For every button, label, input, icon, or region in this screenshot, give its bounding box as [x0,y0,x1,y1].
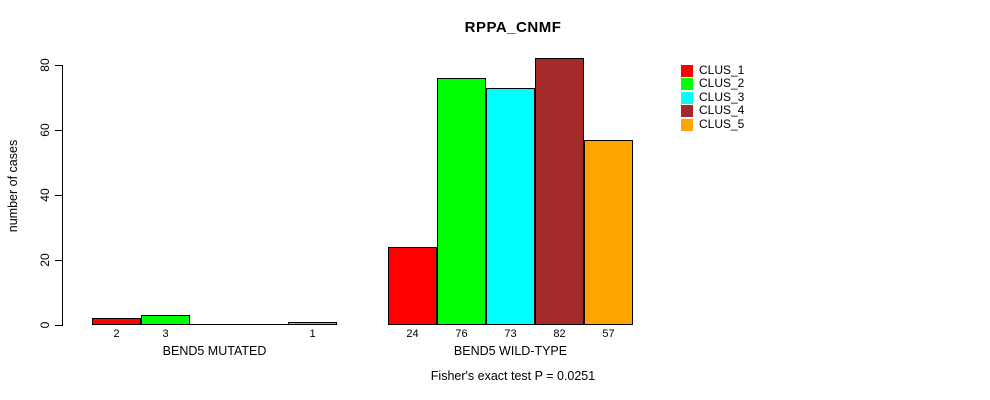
bar [535,58,584,325]
y-tick [55,194,62,196]
y-tick [55,64,62,66]
y-tick [55,129,62,131]
bar-value-label: 76 [455,328,468,340]
bar-value-label: 24 [406,328,419,340]
bar [486,88,535,325]
y-tick-label: 20 [38,253,52,267]
legend-swatch [681,105,693,118]
bar-value-label: 82 [553,328,566,340]
legend-swatch [681,91,693,104]
group-label: BEND5 MUTATED [162,344,267,358]
chart-title: RPPA_CNMF [464,19,562,36]
bar [437,78,486,325]
bar [288,322,337,325]
y-tick-label: 60 [38,123,52,137]
legend-label: CLUS_4 [699,103,745,118]
y-axis-line [62,65,63,326]
legend-label: CLUS_2 [699,76,745,91]
bar-value-label: 2 [113,328,120,340]
bar-value-label: 57 [602,328,615,340]
legend-label: CLUS_5 [699,116,745,131]
bar-value-label: 73 [504,328,517,340]
y-tick-label: 0 [38,321,52,329]
bar [141,315,190,325]
bar [584,140,633,325]
y-axis-label: number of cases [6,139,20,233]
bar-zero [239,324,288,325]
bar-value-label: 3 [162,328,169,340]
group-label: BEND5 WILD-TYPE [453,344,568,358]
legend-swatch [681,78,693,91]
legend-label: CLUS_3 [699,89,745,104]
y-tick [55,259,62,261]
bar [92,318,141,325]
bar-value-label: 1 [309,328,316,340]
y-tick [55,324,62,326]
y-tick-label: 40 [38,188,52,202]
bar-zero [190,324,239,325]
footer-annotation: Fisher's exact test P = 0.0251 [430,369,596,383]
bar [388,247,437,325]
y-tick-label: 80 [38,58,52,72]
legend-label: CLUS_1 [699,63,745,77]
legend-swatch [681,65,693,77]
legend-swatch [681,118,693,131]
